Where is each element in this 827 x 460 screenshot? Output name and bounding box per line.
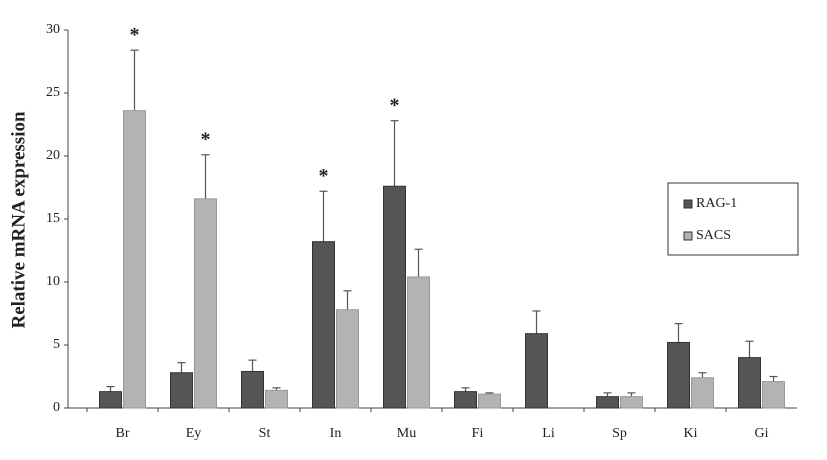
x-tick-label: Sp (612, 426, 627, 441)
bar (762, 381, 785, 409)
bar (312, 241, 335, 409)
bar (407, 276, 430, 409)
x-tick-label: Ey (186, 426, 202, 441)
y-tick-label: 20 (46, 148, 60, 163)
bar (667, 341, 690, 409)
bar (336, 309, 359, 409)
bar (265, 389, 288, 409)
bar (170, 372, 193, 409)
bar (454, 391, 477, 409)
legend-swatch (683, 199, 693, 209)
bar (691, 377, 714, 409)
significance-mark: * (130, 24, 140, 46)
y-tick-label: 10 (46, 274, 60, 289)
bar (738, 357, 761, 409)
bar (194, 198, 217, 409)
x-tick-label: In (330, 426, 342, 441)
bar (596, 396, 619, 409)
x-tick-label: Ki (684, 426, 698, 441)
y-tick-label: 0 (53, 400, 60, 415)
significance-mark: * (390, 94, 400, 116)
bar (123, 110, 146, 409)
y-tick-label: 5 (53, 337, 60, 352)
y-tick-label: 30 (46, 22, 60, 37)
legend-label: RAG-1 (696, 196, 737, 211)
bar (241, 370, 264, 409)
legend-box (667, 182, 799, 256)
x-tick-label: Gi (755, 426, 769, 441)
x-tick-label: St (259, 426, 271, 441)
bar (525, 333, 548, 409)
legend-label: SACS (696, 228, 731, 243)
bar (383, 185, 406, 409)
bar (620, 396, 643, 409)
x-tick-label: Fi (472, 426, 484, 441)
bar (478, 393, 501, 409)
x-tick-label: Br (116, 426, 130, 441)
bar (99, 391, 122, 409)
y-axis-label: Relative mRNA expression (8, 111, 29, 329)
y-tick-label: 25 (46, 85, 60, 100)
y-tick-label: 15 (46, 211, 60, 226)
x-tick-label: Mu (397, 426, 416, 441)
significance-mark: * (319, 165, 329, 187)
legend-swatch (683, 231, 693, 241)
x-tick-label: Li (542, 426, 555, 441)
significance-mark: * (201, 128, 211, 150)
